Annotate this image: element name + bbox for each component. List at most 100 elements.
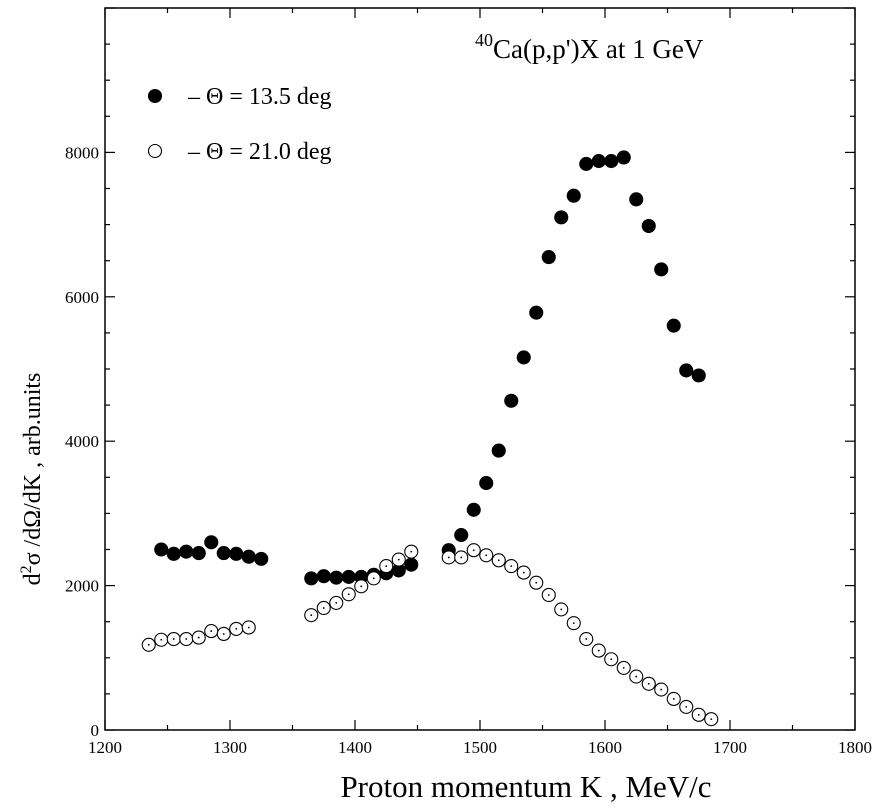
data-point-13-5-deg: [516, 350, 531, 365]
x-tick-label: 1600: [588, 738, 622, 757]
data-point-13-5-deg: [654, 262, 669, 277]
data-point-center-dot: [672, 698, 675, 700]
legend: – Θ = 13.5 deg – Θ = 21.0 deg: [147, 84, 332, 165]
data-point-13-5-deg: [591, 154, 606, 169]
y-tick-label: 2000: [65, 577, 99, 596]
data-point-center-dot: [460, 556, 463, 559]
chart-title: 40Ca(p,p')X at 1 GeV: [475, 30, 704, 64]
data-point-center-dot: [535, 581, 538, 584]
data-point-13-5-deg: [529, 305, 544, 320]
data-point-13-5-deg: [504, 393, 519, 408]
data-point-13-5-deg: [154, 542, 169, 557]
legend-label: – Θ = 13.5 deg: [187, 84, 332, 110]
data-point-13-5-deg: [204, 535, 219, 550]
data-point-13-5-deg: [254, 551, 269, 566]
data-point-center-dot: [335, 602, 338, 604]
data-point-center-dot: [597, 649, 600, 652]
data-point-13-5-deg: [666, 318, 681, 333]
y-tick-label: 4000: [65, 432, 99, 451]
data-point-13-5-deg: [629, 192, 644, 207]
data-point-13-5-deg: [191, 546, 206, 561]
data-point-center-dot: [522, 571, 525, 574]
data-point-center-dot: [697, 713, 700, 716]
data-point-center-dot: [660, 688, 663, 691]
y-axis-label-rest: σ /dΩ/dK , arb.units: [20, 373, 46, 566]
data-point-center-dot: [572, 622, 575, 625]
data-point-center-dot: [347, 593, 350, 596]
data-point-13-5-deg: [341, 569, 356, 584]
data-point-13-5-deg: [616, 150, 631, 165]
data-point-13-5-deg: [479, 476, 494, 491]
data-point-13-5-deg: [216, 546, 231, 561]
data-point-13-5-deg: [454, 528, 469, 543]
data-point-center-dot: [160, 638, 163, 641]
data-point-13-5-deg: [679, 363, 694, 378]
data-point-center-dot: [647, 682, 650, 685]
data-point-13-5-deg: [579, 156, 594, 172]
data-point-13-5-deg: [316, 569, 331, 584]
data-point-center-dot: [635, 675, 638, 678]
y-axis-label-d: d: [20, 573, 46, 585]
data-point-13-5-deg: [691, 368, 706, 383]
data-point-center-dot: [247, 626, 250, 629]
data-point-13-5-deg: [566, 188, 581, 203]
data-point-13-5-deg: [604, 154, 619, 169]
data-point-13-5-deg: [166, 546, 181, 561]
data-point-13-5-deg: [554, 210, 569, 225]
data-point-center-dot: [410, 550, 413, 553]
data-point-center-dot: [360, 585, 363, 588]
x-tick-label: 1500: [463, 738, 497, 757]
data-point-center-dot: [172, 638, 175, 640]
data-point-center-dot: [210, 630, 213, 632]
axis-ticks: [104, 7, 856, 731]
y-tick-label: 0: [91, 721, 100, 740]
chart-title-isotope: 40: [475, 30, 493, 50]
x-axis-label: Proton momentum K , MeV/c: [340, 769, 711, 804]
data-point-13-5-deg: [641, 218, 656, 234]
data-point-13-5-deg: [241, 549, 256, 564]
y-axis-label: d2σ /dΩ/dK , arb.units: [18, 373, 46, 586]
data-point-13-5-deg: [541, 250, 556, 265]
data-marks: [141, 150, 719, 727]
x-tick-label: 1700: [713, 738, 747, 757]
data-point-center-dot: [610, 658, 613, 661]
data-point-center-dot: [322, 607, 325, 609]
data-point-center-dot: [622, 667, 625, 669]
legend-label: – Θ = 21.0 deg: [187, 139, 332, 165]
data-point-center-dot: [372, 577, 375, 580]
x-tick-label: 1300: [213, 738, 247, 757]
data-point-center-dot: [585, 638, 588, 640]
data-point-center-dot: [197, 636, 200, 639]
plot-frame: [104, 7, 856, 731]
y-tick-label: 6000: [65, 288, 99, 307]
data-point-13-5-deg: [491, 443, 506, 458]
legend-marker: [147, 143, 163, 159]
data-point-center-dot: [147, 643, 150, 646]
data-point-13-5-deg: [329, 570, 344, 585]
data-point-center-dot: [710, 718, 713, 721]
data-point-center-dot: [472, 549, 475, 552]
data-point-center-dot: [235, 628, 238, 630]
data-point-13-5-deg: [179, 544, 194, 559]
data-point-13-5-deg: [304, 571, 319, 586]
data-point-center-dot: [397, 558, 400, 561]
data-point-13-5-deg: [229, 546, 244, 561]
chart-title-text: Ca(p,p')X at 1 GeV: [493, 34, 704, 64]
axis-tick-labels: 1200 1300 1400 1500 1600 1700 1800 0 2000 4000 600…: [65, 143, 872, 757]
data-point-13-5-deg: [466, 502, 481, 517]
x-tick-label: 1400: [338, 738, 372, 757]
data-point-center-dot: [560, 608, 563, 611]
data-point-center-dot: [185, 638, 188, 640]
y-tick-label: 8000: [65, 143, 99, 162]
data-point-13-5-deg: [404, 557, 419, 572]
data-point-center-dot: [222, 633, 225, 635]
data-point-center-dot: [547, 594, 550, 596]
data-point-center-dot: [685, 705, 688, 708]
data-point-center-dot: [497, 559, 500, 562]
data-point-center-dot: [485, 554, 488, 557]
y-axis-label-sup: 2: [18, 565, 35, 573]
data-point-center-dot: [310, 614, 313, 617]
x-tick-label: 1200: [88, 738, 122, 757]
data-point-center-dot: [385, 565, 388, 568]
